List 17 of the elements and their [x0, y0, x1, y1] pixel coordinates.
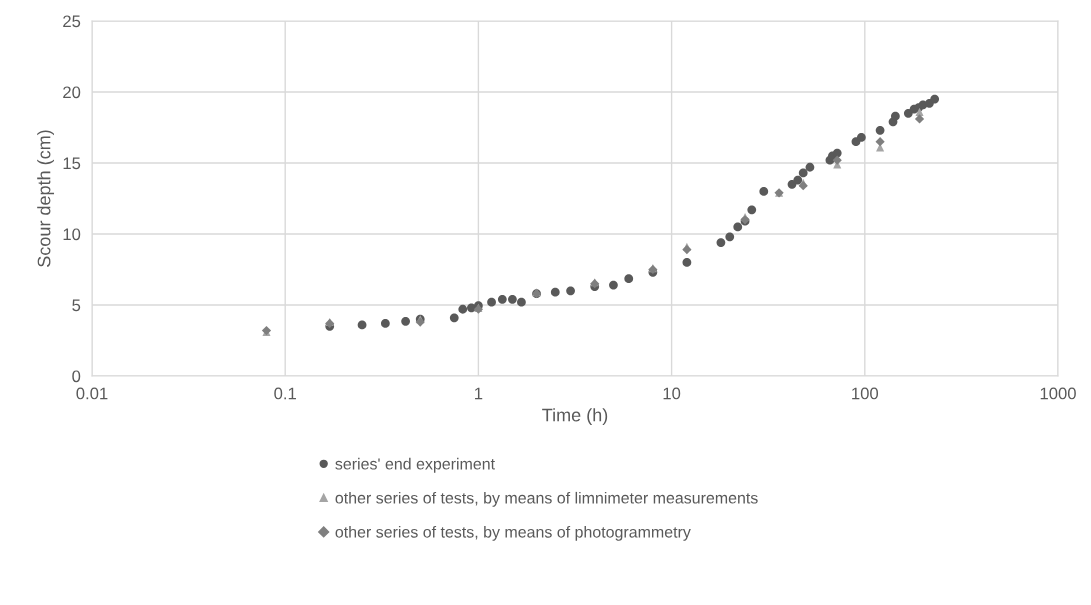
- y-axis-title: Scour depth (cm): [37, 130, 55, 267]
- x-tick-label: 0.01: [76, 387, 108, 400]
- x-tick-label: 10: [663, 387, 681, 400]
- y-tick-label: 5: [72, 299, 81, 312]
- legend-label: other series of tests, by means of photogrammetry: [335, 525, 691, 541]
- y-tick-label: 20: [63, 86, 81, 99]
- legend-label: other series of tests, by means of limnimeter measurements: [335, 491, 758, 507]
- x-tick-label: 100: [852, 387, 879, 400]
- x-tick-label: 1: [475, 387, 483, 400]
- legend-label: series' end experiment: [335, 457, 495, 473]
- y-tick-label: 10: [63, 228, 81, 241]
- y-tick-label: 15: [63, 157, 81, 170]
- x-axis-title: Time (h): [542, 408, 608, 426]
- y-tick-label: 25: [63, 15, 81, 28]
- x-tick-label: 0.1: [274, 387, 296, 400]
- y-tick-label: 0: [72, 370, 81, 383]
- x-tick-label: 1000: [1040, 387, 1076, 400]
